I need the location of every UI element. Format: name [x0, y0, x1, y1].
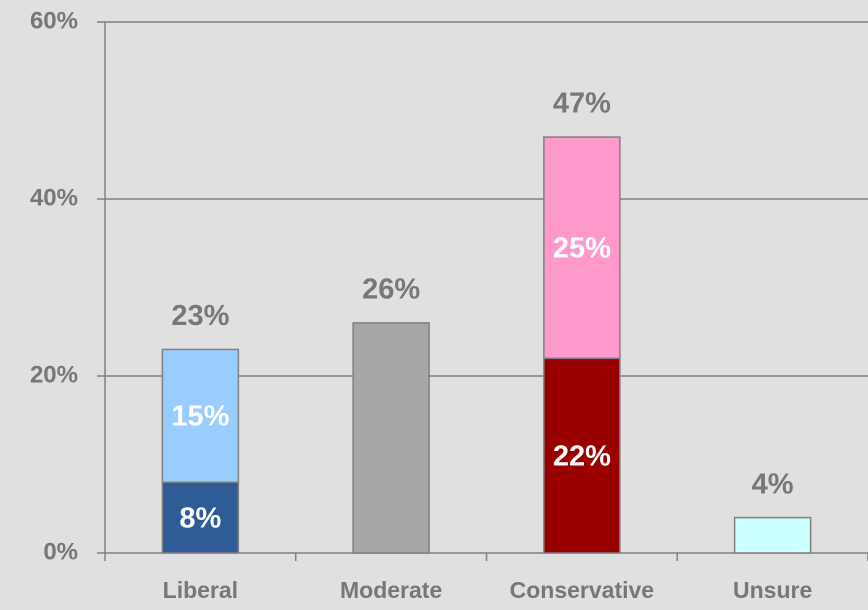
bar-segment — [733, 516, 812, 554]
bar-segment — [161, 348, 240, 483]
bar-segment — [543, 357, 621, 554]
bar-segment — [352, 322, 430, 554]
x-tick-label: Moderate — [340, 577, 442, 603]
bar-segment — [543, 136, 621, 360]
x-tick-label: Liberal — [163, 577, 238, 603]
value-label: 22% — [553, 440, 611, 472]
total-label: 26% — [362, 274, 420, 306]
y-tick-label: 20% — [30, 361, 78, 388]
value-label: 8% — [179, 502, 221, 534]
y-tick-label: 40% — [30, 184, 78, 211]
x-tick-label: Unsure — [733, 577, 812, 603]
y-tick-label: 0% — [43, 538, 78, 565]
x-tick-label: Conservative — [510, 577, 654, 603]
y-tick-label: 60% — [30, 7, 78, 34]
value-label: 25% — [553, 232, 611, 264]
value-label: 15% — [171, 400, 229, 432]
total-label: 4% — [752, 468, 794, 500]
total-label: 23% — [171, 300, 229, 332]
total-label: 47% — [553, 88, 611, 120]
bar-segment — [161, 481, 240, 554]
